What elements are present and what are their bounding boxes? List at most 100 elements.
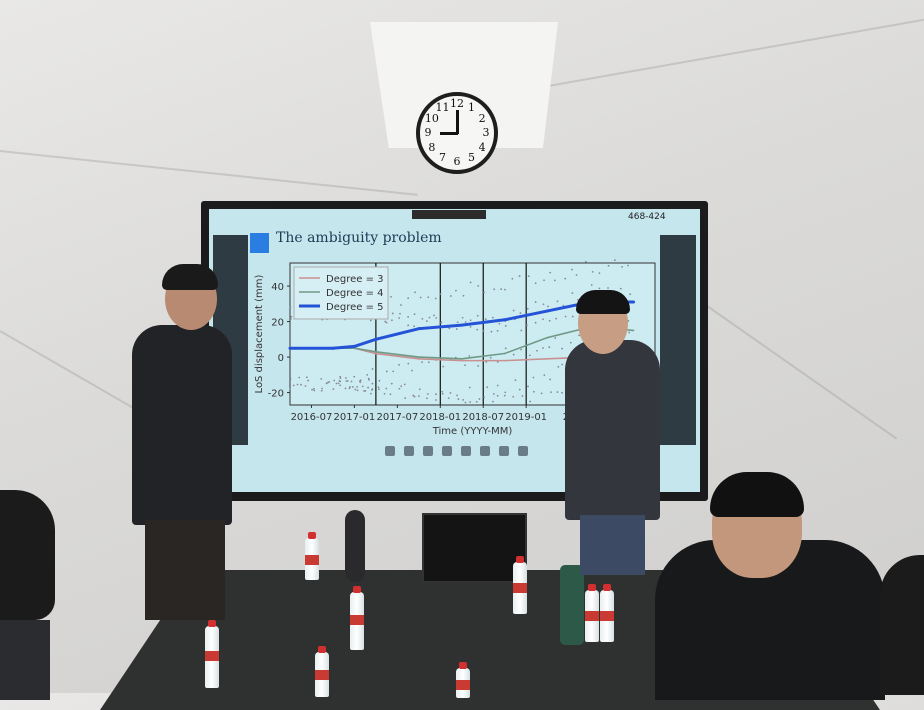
scatter-point (435, 393, 437, 396)
toolbar-button-icon[interactable] (423, 446, 433, 456)
scatter-point (398, 317, 401, 319)
scatter-point (370, 392, 372, 395)
scatter-point (556, 300, 559, 303)
scatter-point (313, 389, 316, 392)
scatter-point (441, 390, 444, 393)
clock-numeral: 8 (428, 140, 436, 154)
scatter-point (555, 317, 558, 320)
scatter-point (591, 270, 594, 273)
data-point (460, 323, 464, 327)
scatter-point (621, 265, 624, 268)
scatter-point (400, 385, 403, 388)
scatter-point (289, 306, 292, 308)
scatter-point (298, 376, 301, 379)
scatter-point (542, 303, 545, 306)
scatter-point (476, 328, 479, 331)
meeting-toolbar[interactable] (250, 446, 660, 470)
scatter-point (370, 389, 373, 391)
scatter-point (439, 293, 442, 295)
scatter-point (489, 356, 492, 359)
scatter-point (629, 293, 632, 296)
scatter-point (390, 295, 392, 298)
scatter-point (571, 268, 573, 271)
scatter-point (462, 294, 465, 297)
data-point (418, 356, 420, 358)
scatter-point (564, 315, 567, 318)
scatter-point (590, 284, 593, 286)
scatter-point (627, 264, 629, 267)
scatter-point (290, 315, 293, 318)
scatter-point (448, 327, 451, 330)
scatter-point (469, 319, 472, 322)
scatter-point (526, 307, 529, 310)
scatter-point (339, 384, 342, 387)
scatter-point (536, 349, 538, 352)
scatter-point (520, 329, 523, 332)
toolbar-button-icon[interactable] (499, 446, 509, 456)
scatter-point (433, 314, 435, 317)
water-bottle (585, 584, 599, 642)
scatter-point (312, 387, 315, 390)
scatter-point (469, 326, 472, 328)
scatter-point (553, 279, 556, 282)
legend-entry: Degree = 5 (326, 302, 384, 313)
scatter-point (385, 370, 388, 373)
x-tick-label: 2016-07 (291, 412, 333, 423)
water-bottle (305, 532, 319, 580)
scatter-point (486, 386, 489, 389)
y-tick-label: -20 (268, 389, 284, 400)
scatter-point (367, 386, 369, 389)
toolbar-button-icon[interactable] (518, 446, 528, 456)
scatter-point (428, 316, 431, 319)
scatter-point (407, 324, 410, 327)
scatter-point (619, 287, 622, 290)
presenter-right-jeans (580, 515, 645, 575)
scatter-point (363, 390, 365, 392)
y-tick-label: 40 (271, 282, 284, 293)
scatter-point (320, 389, 323, 392)
scatter-point (464, 401, 467, 404)
scatter-point (398, 387, 401, 390)
scatter-point (407, 297, 410, 300)
clock-numeral: 2 (478, 111, 486, 125)
presenter-left (132, 325, 232, 525)
clock-numeral: 1 (468, 100, 475, 114)
water-bottle (600, 584, 614, 642)
scatter-point (337, 382, 340, 385)
scatter-point (483, 291, 485, 294)
scatter-point (542, 318, 544, 321)
toolbar-button-icon[interactable] (442, 446, 452, 456)
scatter-point (311, 388, 313, 391)
scatter-point (325, 382, 328, 385)
scatter-point (461, 316, 464, 319)
presenter-right (565, 340, 660, 520)
scatter-point (554, 337, 557, 339)
scatter-point (468, 355, 471, 357)
scatter-point (468, 386, 471, 389)
scatter-point (493, 288, 496, 291)
series-line-degree-5 (290, 300, 634, 350)
toolbar-button-icon[interactable] (404, 446, 414, 456)
scatter-point (496, 361, 499, 363)
toolbar-button-icon[interactable] (480, 446, 490, 456)
scatter-point (418, 395, 420, 398)
x-tick-label: 2017-07 (376, 412, 418, 423)
scatter-point (383, 392, 386, 395)
scatter-point (351, 386, 354, 388)
scatter-point (496, 384, 499, 387)
clock-numeral: 7 (439, 151, 446, 165)
toolbar-button-icon[interactable] (385, 446, 395, 456)
scatter-point (571, 292, 574, 294)
scatter-point (512, 309, 515, 312)
clock-numeral: 5 (468, 151, 475, 165)
scatter-point (469, 401, 472, 403)
scatter-point (296, 383, 299, 386)
scatter-point (350, 380, 353, 383)
scatter-point (344, 387, 347, 390)
toolbar-button-icon[interactable] (461, 446, 471, 456)
data-point (288, 346, 292, 350)
slide-title: The ambiguity problem (276, 230, 442, 246)
scatter-point (477, 284, 480, 287)
scatter-point (549, 378, 552, 381)
legend-entry: Degree = 4 (326, 288, 384, 299)
